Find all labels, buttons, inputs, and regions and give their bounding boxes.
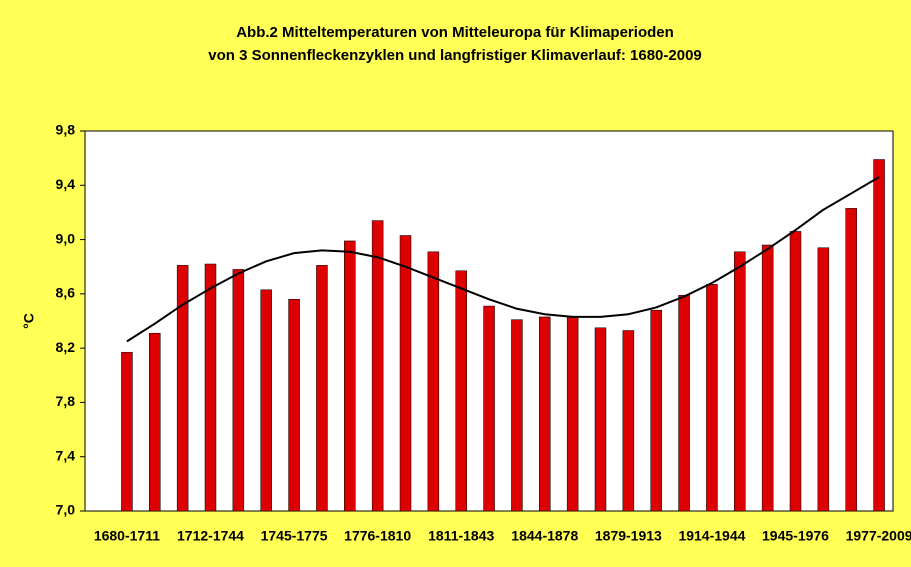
- bar: [539, 316, 551, 512]
- y-tick-label: 9,4: [56, 176, 76, 192]
- bar: [511, 319, 523, 512]
- bar: [260, 289, 272, 512]
- bar: [204, 263, 217, 512]
- chart-title: von 3 Sonnenfleckenzyklen und langfristi…: [208, 47, 702, 64]
- bar: [371, 220, 384, 512]
- bar: [288, 299, 300, 512]
- bar: [734, 251, 746, 512]
- y-tick-label: 7,4: [56, 447, 76, 463]
- bar: [761, 244, 774, 512]
- x-tick-label: 1745-1775: [261, 528, 328, 544]
- x-tick-label: 1680-1711: [94, 528, 160, 544]
- y-tick-label: 9,0: [56, 230, 76, 246]
- bar: [483, 305, 495, 512]
- bar: [789, 231, 802, 512]
- y-tick-label: 7,8: [56, 393, 76, 409]
- x-tick-label: 1811-1843: [428, 528, 494, 544]
- bar: [706, 284, 718, 512]
- bar: [873, 159, 885, 512]
- chart-title: Abb.2 Mitteltemperaturen von Mitteleurop…: [236, 24, 674, 41]
- y-tick-label: 7,0: [56, 502, 76, 518]
- bar: [232, 269, 245, 512]
- bar: [149, 332, 161, 512]
- bar: [622, 330, 635, 512]
- trend-line: [126, 176, 880, 343]
- bar: [678, 294, 690, 512]
- bar: [344, 240, 356, 512]
- x-tick-label: 1879-1913: [595, 528, 662, 544]
- x-tick-label: 1712-1744: [177, 528, 244, 544]
- bar: [566, 316, 579, 512]
- y-tick-label: 8,2: [56, 339, 76, 355]
- bar: [121, 351, 133, 512]
- bar: [427, 251, 440, 512]
- y-axis-label: °C: [21, 313, 37, 329]
- bar: [650, 309, 662, 512]
- bar: [176, 265, 189, 512]
- x-tick-label: 1977-2009: [846, 528, 911, 544]
- y-tick-label: 8,6: [56, 285, 76, 301]
- bar: [399, 235, 412, 512]
- bar: [316, 265, 328, 512]
- bar: [594, 327, 607, 512]
- x-tick-label: 1945-1976: [762, 528, 829, 544]
- bar: [845, 208, 857, 512]
- bar: [817, 247, 830, 512]
- bar: [455, 270, 467, 512]
- x-tick-label: 1914-1944: [678, 528, 745, 544]
- y-tick-label: 9,8: [56, 122, 76, 138]
- x-tick-label: 1844-1878: [511, 528, 578, 544]
- x-tick-label: 1776-1810: [344, 528, 411, 544]
